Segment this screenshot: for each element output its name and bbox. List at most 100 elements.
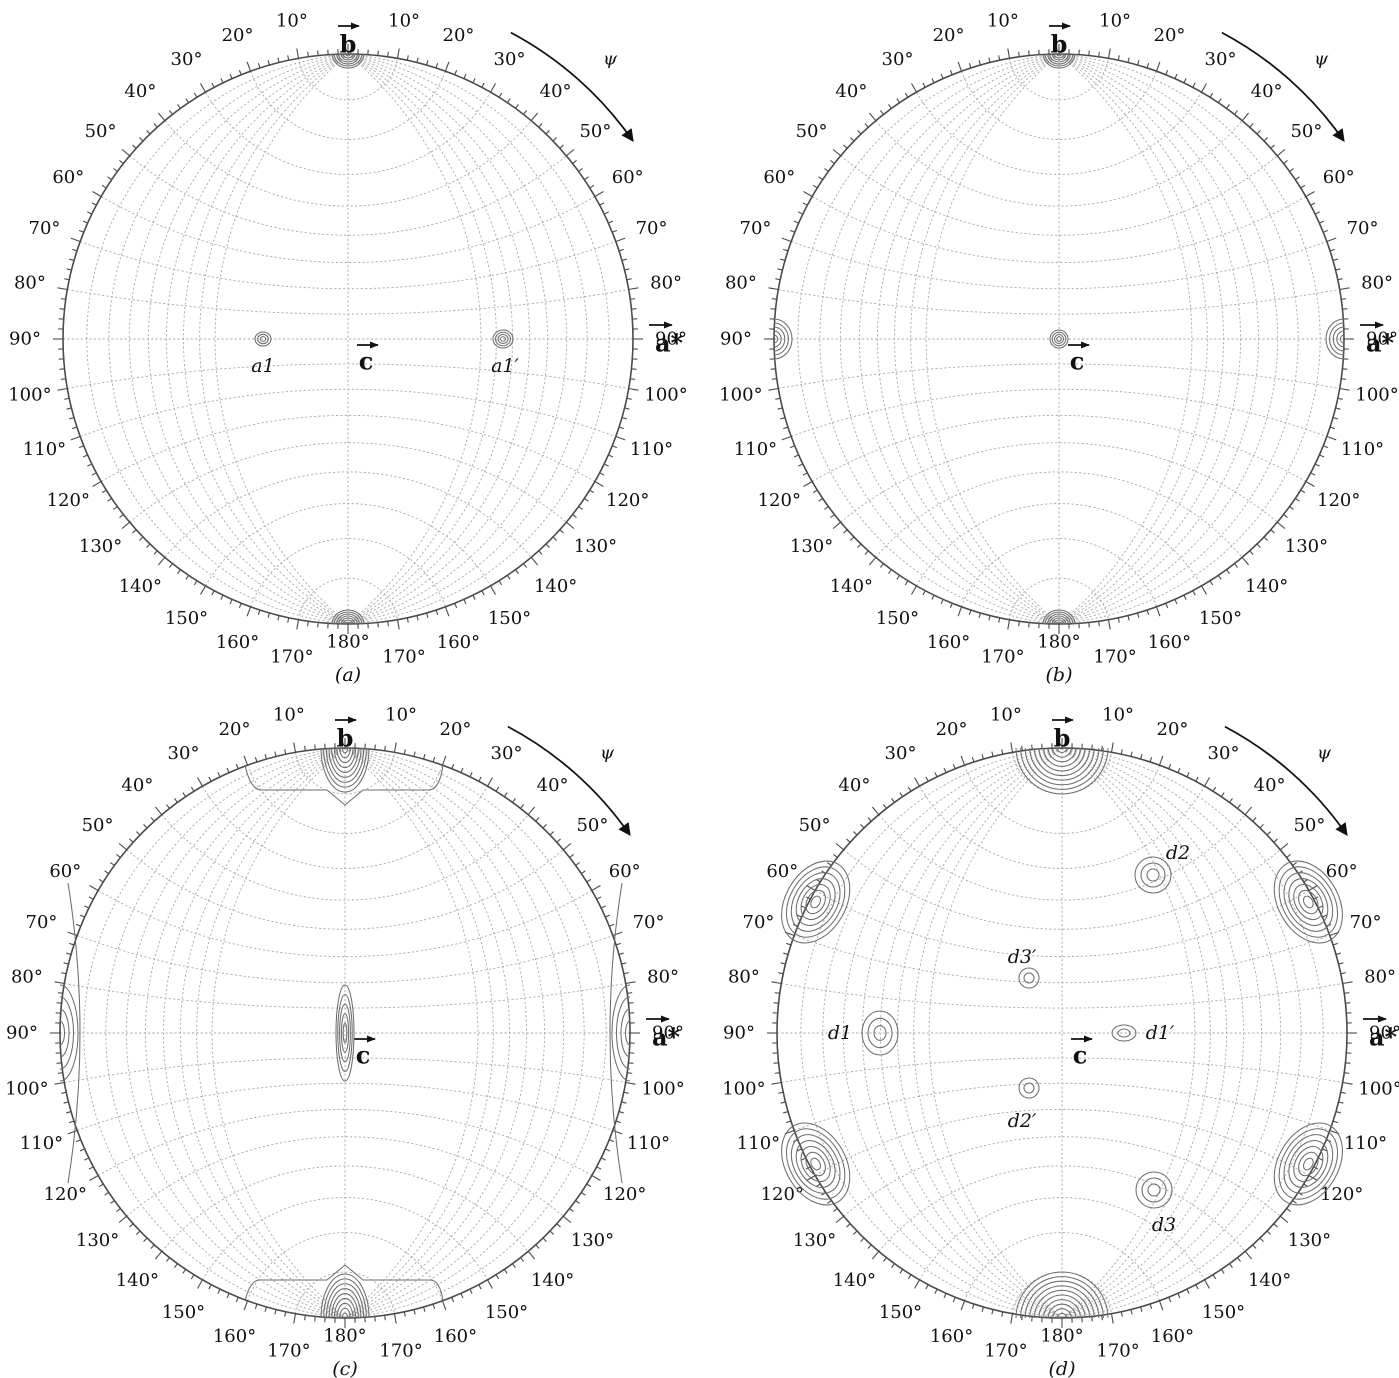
tick-mark xyxy=(914,1279,920,1289)
a-star-pole-contour xyxy=(624,1020,631,1046)
degree-label: 10° xyxy=(273,704,305,725)
small-circle xyxy=(916,503,1202,587)
tick-mark xyxy=(208,1284,212,1290)
rim-lobe-contour xyxy=(785,866,846,938)
tick-mark xyxy=(1192,590,1196,596)
rim-lobe-contour xyxy=(1278,866,1339,938)
d3-prime-spot-contour xyxy=(1023,972,1035,984)
tick-mark xyxy=(1305,481,1315,487)
tick-mark xyxy=(69,942,75,946)
d3-prime-spot-contour xyxy=(1018,967,1040,989)
b-pole-contour xyxy=(328,1288,362,1319)
great-circle xyxy=(1061,747,1302,1319)
tick-mark xyxy=(549,1230,554,1235)
tick-mark xyxy=(512,798,516,803)
tick-mark xyxy=(54,981,65,985)
small-circle xyxy=(126,1136,564,1217)
tick-mark xyxy=(556,838,561,843)
tick-mark xyxy=(578,506,583,510)
tick-mark xyxy=(871,1250,880,1260)
degree-label: 100° xyxy=(5,1079,48,1100)
tick-mark xyxy=(435,63,439,69)
rim-lobe-contour xyxy=(785,1128,846,1200)
small-circle xyxy=(1009,58,1109,101)
b-axis-label: b xyxy=(340,30,357,59)
pole-figure-a: 10° 10° 20° 20° 30° 30° 40° 40° 50° 50° 60° 60° 70° 7… xyxy=(8,10,688,686)
a-star-pole-contour xyxy=(1336,330,1345,348)
degree-label: 140° xyxy=(116,1270,159,1291)
degree-label: 150° xyxy=(488,608,531,629)
a-star-broad-contour xyxy=(67,882,81,1184)
tick-mark xyxy=(1212,1274,1217,1280)
a1-spot-contour xyxy=(257,333,269,345)
small-circle xyxy=(875,120,1243,207)
spot-label-d1-prime: d1′ xyxy=(1146,1022,1175,1044)
tick-mark xyxy=(565,148,575,157)
tick-mark xyxy=(605,1148,611,1152)
tick-mark xyxy=(1314,211,1320,215)
tick-mark xyxy=(67,1129,78,1135)
tick-mark xyxy=(578,168,583,172)
great-circle xyxy=(163,747,346,1319)
c-axis-label: c xyxy=(1070,347,1085,376)
tick-mark xyxy=(835,842,845,851)
degree-label: 20° xyxy=(933,25,965,46)
tick-mark xyxy=(246,606,252,617)
tick-mark xyxy=(562,842,572,851)
tick-mark xyxy=(971,757,975,763)
tick-mark xyxy=(783,426,789,430)
tick-mark xyxy=(801,1157,807,1161)
tick-mark xyxy=(217,772,221,778)
tick-mark xyxy=(812,184,818,189)
tick-mark xyxy=(1140,754,1143,760)
tick-mark xyxy=(803,191,813,197)
tick-mark xyxy=(1031,744,1033,750)
degree-label: 120° xyxy=(761,1184,804,1205)
tick-mark xyxy=(1270,144,1275,149)
tick-mark xyxy=(503,1268,508,1274)
tick-mark xyxy=(850,137,855,142)
degree-label: 100° xyxy=(1355,385,1398,406)
tick-mark xyxy=(211,590,215,596)
tick-mark xyxy=(960,755,966,766)
tick-mark xyxy=(119,160,124,164)
tick-mark xyxy=(512,1263,516,1268)
d2-prime-spot-contour xyxy=(1023,1082,1035,1094)
tick-mark xyxy=(621,962,627,965)
tick-mark xyxy=(880,110,884,115)
tick-mark xyxy=(907,786,912,792)
tick-mark xyxy=(1252,1244,1257,1249)
degree-label: 10° xyxy=(388,10,420,31)
tick-mark xyxy=(625,981,636,985)
tick-mark xyxy=(104,870,110,875)
a-star-broad-contour xyxy=(609,882,623,1184)
rim-lobe-contour xyxy=(790,872,841,932)
tick-mark xyxy=(952,1297,956,1303)
b-pole-contour xyxy=(320,1273,370,1319)
tick-mark xyxy=(783,1111,789,1114)
degree-label: 70° xyxy=(740,218,772,239)
tick-mark xyxy=(317,50,319,56)
tick-mark xyxy=(200,585,206,595)
b-pole-contour xyxy=(1047,613,1071,625)
degree-label: 150° xyxy=(1199,608,1242,629)
tick-mark xyxy=(98,1183,104,1188)
tick-mark xyxy=(503,792,508,798)
tick-mark xyxy=(146,543,151,548)
b-pole-contour xyxy=(1053,619,1065,625)
b-pole-contour xyxy=(1033,1289,1091,1319)
tick-mark xyxy=(1314,463,1320,467)
tick-mark xyxy=(843,144,848,149)
tick-mark xyxy=(605,914,611,918)
rim-lobe-contour xyxy=(1288,878,1329,926)
b-pole-contour xyxy=(1043,747,1081,767)
tick-mark xyxy=(1107,619,1111,630)
degree-label: 70° xyxy=(1347,218,1379,239)
tick-mark xyxy=(628,287,639,291)
degree-label: 180° xyxy=(323,1326,366,1347)
tick-mark xyxy=(774,992,780,994)
tick-mark xyxy=(403,1311,406,1317)
b-pole-contour xyxy=(1052,747,1072,758)
tick-mark xyxy=(609,923,615,927)
tick-mark xyxy=(423,754,426,760)
